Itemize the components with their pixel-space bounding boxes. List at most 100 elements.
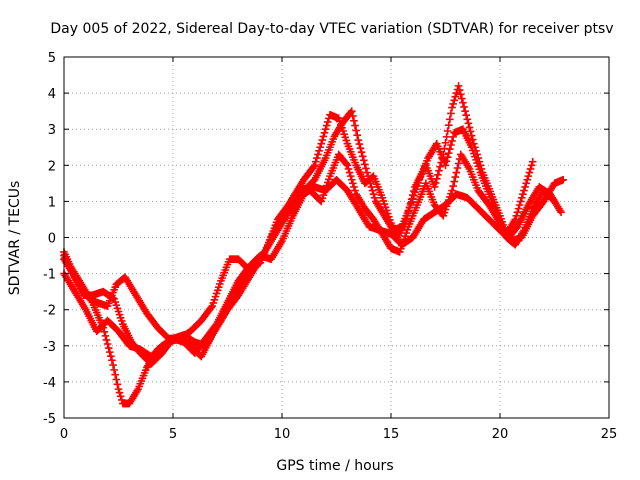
data-point	[362, 164, 370, 173]
data-point	[446, 145, 454, 153]
data-point	[448, 137, 456, 145]
data-point	[395, 248, 404, 256]
data-point	[316, 143, 324, 152]
data-point	[359, 156, 368, 165]
data-point	[104, 344, 113, 352]
data-point	[436, 162, 444, 171]
data-point	[410, 191, 418, 200]
data-point	[313, 154, 321, 162]
data-point	[446, 115, 454, 124]
data-point	[450, 96, 459, 105]
data-point	[112, 301, 121, 309]
data-point	[347, 107, 356, 115]
data-point	[461, 107, 469, 115]
data-point	[412, 185, 420, 194]
data-point	[414, 179, 423, 187]
data-point	[435, 166, 443, 175]
data-point	[347, 175, 356, 184]
y-axis-ticks: -5 -4 -3 -2 -1 0 1 2 3 4 5	[43, 51, 609, 427]
data-point	[451, 173, 460, 181]
data-point	[112, 375, 121, 384]
x-axis-label: GPS time / hours	[276, 458, 393, 474]
data-point	[354, 136, 363, 144]
data-point	[105, 348, 114, 356]
data-point	[315, 147, 323, 155]
data-point	[413, 182, 421, 190]
data-point	[406, 201, 415, 209]
data-point	[550, 197, 559, 206]
x-tick-label: 10	[274, 427, 291, 442]
data-point	[403, 226, 412, 234]
data-point	[357, 148, 366, 157]
data-point	[352, 126, 360, 135]
y-tick-label: 5	[48, 51, 56, 66]
data-point	[454, 82, 463, 90]
data-point	[459, 98, 467, 107]
data-point	[444, 121, 453, 129]
data-point	[367, 183, 376, 191]
data-point	[102, 336, 111, 344]
x-tick-label: 15	[383, 427, 400, 442]
data-point	[441, 161, 450, 170]
data-point	[368, 186, 377, 195]
data-point	[466, 127, 475, 136]
y-tick-label: 2	[48, 159, 56, 174]
data-point	[314, 150, 322, 159]
data-point	[216, 280, 224, 288]
data-point	[100, 328, 109, 336]
data-point	[519, 190, 527, 198]
series-track-4	[60, 175, 568, 361]
series-track-3	[60, 107, 559, 368]
data-point	[113, 304, 122, 313]
data-point	[369, 190, 378, 198]
y-tick-label: -4	[43, 376, 56, 391]
data-point	[402, 229, 411, 237]
data-point	[407, 198, 416, 206]
data-point	[351, 121, 359, 130]
x-tick-label: 0	[60, 427, 68, 442]
data-point	[513, 208, 522, 217]
data-point	[559, 175, 568, 184]
data-point	[443, 153, 452, 161]
x-tick-label: 20	[492, 427, 509, 442]
data-point	[344, 165, 353, 173]
data-point	[117, 317, 126, 325]
data-point	[449, 133, 457, 141]
data-point	[453, 164, 462, 172]
data-point	[463, 115, 472, 124]
data-point	[101, 332, 110, 340]
data-point	[442, 133, 451, 141]
y-tick-label: 0	[48, 232, 56, 247]
data-point	[439, 212, 448, 220]
data-point	[317, 139, 326, 148]
data-point	[370, 193, 379, 202]
data-point	[432, 175, 441, 183]
data-point	[116, 314, 125, 322]
data-point	[458, 94, 466, 103]
data-point	[434, 170, 442, 179]
data-point	[514, 204, 523, 213]
data-point	[366, 179, 375, 188]
data-point	[448, 103, 456, 112]
data-point	[440, 208, 449, 217]
y-tick-label: -1	[43, 268, 56, 283]
y-tick-label: 3	[48, 123, 56, 138]
data-point	[351, 186, 359, 195]
data-point	[114, 307, 123, 316]
data-point	[523, 175, 532, 184]
data-point	[449, 100, 457, 108]
data-point	[471, 152, 479, 161]
data-point	[358, 152, 367, 161]
x-axis-ticks: 0 5 10 15 20 25	[60, 57, 617, 442]
data-point	[464, 119, 473, 128]
chart-title: Day 005 of 2022, Sidereal Day-to-day VTE…	[50, 21, 613, 37]
data-point	[473, 159, 481, 167]
y-tick-label: 1	[48, 195, 56, 210]
data-point	[447, 109, 455, 118]
data-point	[342, 136, 351, 145]
y-axis-label: SDTVAR / TECUs	[7, 181, 23, 296]
data-point	[460, 103, 468, 111]
data-point	[526, 165, 535, 173]
data-point	[209, 299, 218, 307]
